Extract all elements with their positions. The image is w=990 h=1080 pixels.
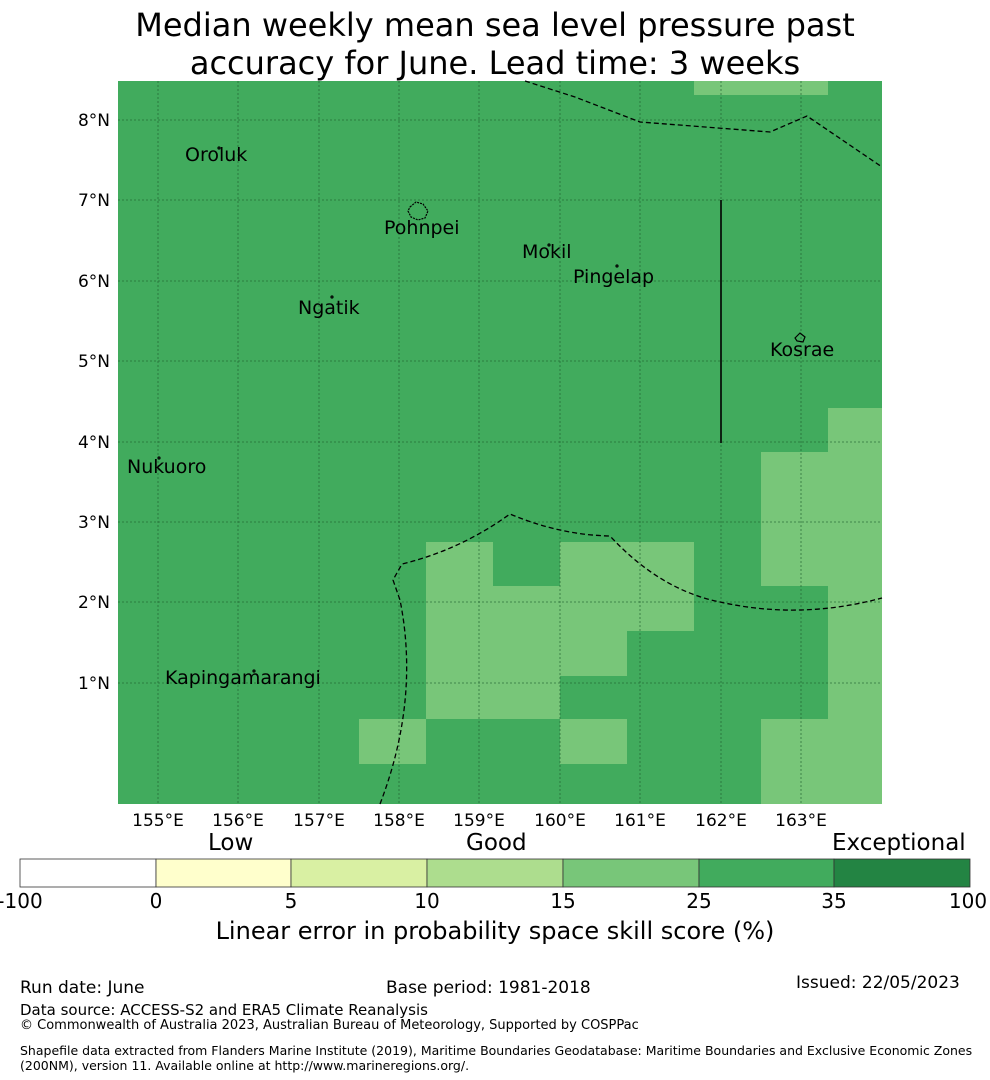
figure-title: Median weekly mean sea level pressure pa… (0, 6, 990, 82)
lat-tick-label: 8°N (78, 111, 110, 131)
cell (493, 586, 560, 719)
title-line-2: accuracy for June. Lead time: 3 weeks (189, 44, 801, 82)
lon-tick-label: 156°E (212, 811, 264, 831)
copyright: © Commonwealth of Australia 2023, Austra… (20, 1018, 639, 1033)
lon-tick-label: 161°E (614, 811, 666, 831)
place-label-kapingamarangi: Kapingamarangi (165, 667, 321, 689)
lat-tick-label: 5°N (78, 352, 110, 372)
colorbar-category-exceptional: Exceptional (832, 830, 966, 856)
cell (359, 719, 426, 764)
colorbar-tick: 100 (948, 889, 988, 913)
lon-tick-label: 163°E (775, 811, 827, 831)
gridlines (118, 81, 882, 804)
mokil-atoll (547, 243, 551, 247)
colorbar-segment (833, 858, 971, 888)
colorbar-segment (290, 858, 428, 888)
colorbar-tick: 0 (149, 889, 163, 913)
lat-tick-label: 1°N (78, 674, 110, 694)
kapingamarangi-atoll (252, 669, 256, 673)
colorbar-tick: 10 (414, 889, 440, 913)
lat-tick-label: 7°N (78, 191, 110, 211)
lat-tick-label: 4°N (78, 433, 110, 453)
cell (426, 542, 493, 719)
colorbar-category-good: Good (466, 830, 527, 856)
place-label-nukuoro: Nukuoro (127, 456, 206, 478)
place-label-mokil: Mokil (522, 241, 572, 263)
shapefile-credit-line-2: (200NM), version 11. Available online at… (20, 1058, 470, 1073)
colorbar-tick: 25 (686, 889, 712, 913)
lon-tick-label: 160°E (534, 811, 586, 831)
place-label-pingelap: Pingelap (573, 266, 654, 288)
oroluk-atoll (217, 146, 221, 150)
colorbar-tick: 15 (550, 889, 576, 913)
lon-tick-label: 158°E (373, 811, 425, 831)
kosrae-island-shape (794, 332, 806, 343)
colorbar-label: Linear error in probability space skill … (215, 917, 775, 945)
issued-date: Issued: 22/05/2023 (796, 973, 960, 993)
colorbar-tick: 35 (821, 889, 847, 913)
colorbar (19, 858, 971, 888)
lat-tick-label: 6°N (78, 272, 110, 292)
run-date: Run date: June (20, 978, 145, 998)
ngatik-atoll (330, 295, 334, 299)
cell (560, 542, 694, 631)
colorbar-segment (562, 858, 700, 888)
cell (761, 452, 828, 586)
colorbar-segment (698, 858, 835, 888)
shapefile-credit-line-1: Shapefile data extracted from Flanders M… (20, 1043, 973, 1058)
colorbar-segment (155, 858, 292, 888)
place-label-pohnpei: Pohnpei (384, 217, 460, 239)
lon-tick-label: 159°E (453, 811, 505, 831)
place-label-kosrae: Kosrae (770, 339, 834, 361)
colorbar-category-low: Low (208, 830, 254, 856)
colorbar-tick: 5 (284, 889, 298, 913)
islands (157, 146, 806, 673)
lon-tick-label: 155°E (132, 811, 184, 831)
cell (560, 719, 627, 764)
data-source: Data source: ACCESS-S2 and ERA5 Climate … (20, 1001, 428, 1019)
place-label-oroluk: Oroluk (185, 144, 247, 166)
cell (694, 81, 828, 95)
cell (560, 631, 627, 676)
place-label-ngatik: Ngatik (298, 297, 360, 319)
pohnpei-island-shape (407, 201, 429, 221)
low-skill-cells (359, 81, 882, 804)
colorbar-tick: -100 (0, 889, 43, 913)
cell (761, 719, 828, 804)
lon-tick-label: 157°E (293, 811, 345, 831)
nukuoro-atoll (157, 456, 161, 460)
lat-tick-label: 3°N (78, 513, 110, 533)
colorbar-segment (426, 858, 564, 888)
pingelap-atoll (615, 264, 619, 268)
base-period: Base period: 1981-2018 (386, 978, 591, 998)
colorbar-segment (19, 858, 157, 888)
cell (828, 408, 882, 804)
lon-tick-label: 162°E (695, 811, 747, 831)
eez-boundaries (379, 80, 883, 805)
lat-tick-label: 2°N (78, 593, 110, 613)
title-line-1: Median weekly mean sea level pressure pa… (135, 6, 855, 44)
eez-boundary-north (524, 80, 883, 168)
